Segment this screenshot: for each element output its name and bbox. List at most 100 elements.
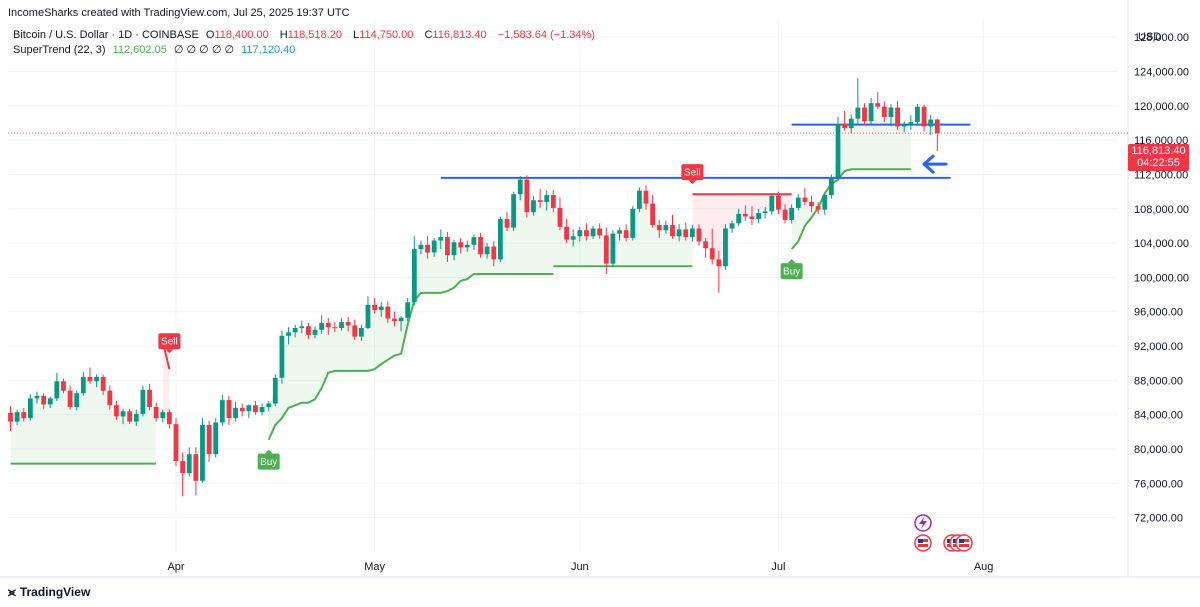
candle-body	[332, 327, 338, 329]
candle	[94, 374, 99, 388]
tradingview-mark-icon: ⪤	[8, 585, 16, 599]
candle-body	[100, 376, 106, 391]
us-flag-icon	[955, 534, 973, 552]
price-tick-label: 92,000.00	[1134, 341, 1183, 353]
candle	[696, 224, 702, 246]
candle-body	[133, 413, 139, 422]
candle	[524, 175, 530, 218]
candle-body	[478, 237, 483, 255]
candle	[87, 367, 93, 384]
candle	[868, 98, 874, 124]
candle-body	[233, 407, 238, 419]
candle-body	[928, 119, 934, 127]
candle	[378, 302, 384, 317]
signal-label: Sell	[684, 168, 701, 179]
symbol-legend[interactable]: Bitcoin / U.S. Dollar · 1D · COINBASE O1…	[13, 29, 599, 41]
candle	[683, 222, 689, 241]
candle	[213, 418, 219, 458]
indicator-title[interactable]: SuperTrend (22, 3)	[13, 44, 106, 56]
candle	[61, 378, 66, 394]
candle-body	[147, 389, 152, 407]
indicator-legend[interactable]: SuperTrend (22, 3) 112,602.05 ∅ ∅ ∅ ∅ ∅ …	[13, 43, 299, 56]
candle	[848, 114, 854, 134]
signal-sell: Sell	[158, 333, 181, 354]
candle-body	[511, 194, 517, 228]
candle	[219, 394, 225, 426]
candle	[385, 301, 391, 323]
time-axis[interactable]: Apr May Jun Jul Aug	[167, 561, 993, 573]
candle	[365, 296, 371, 329]
candle-body	[934, 119, 940, 134]
candle	[703, 237, 708, 258]
candle	[875, 92, 881, 110]
candle-body	[716, 259, 722, 267]
event-markers[interactable]	[914, 514, 973, 552]
candle-body	[723, 228, 728, 267]
candle	[14, 409, 20, 426]
tradingview-logo[interactable]: ⪤ TradingView	[8, 585, 90, 600]
candle-body	[153, 406, 159, 419]
candle	[895, 100, 900, 130]
candle	[822, 193, 828, 215]
candle-body	[8, 412, 13, 422]
candle-body	[27, 398, 33, 419]
candle-body	[570, 236, 576, 240]
candle	[689, 225, 695, 242]
candle	[855, 78, 861, 126]
candle	[206, 420, 212, 462]
candle-body	[709, 248, 715, 260]
candle	[637, 187, 642, 213]
candle-body	[279, 335, 285, 378]
candle-body	[385, 306, 391, 319]
candle	[74, 390, 80, 411]
price-change: −1,583.64 (−1.34%)	[497, 29, 595, 41]
candle	[557, 197, 563, 231]
candle	[716, 250, 722, 293]
candle	[392, 311, 397, 327]
candle-body	[219, 400, 225, 423]
candle-body	[643, 190, 649, 204]
signal-sell: Sell	[681, 164, 704, 185]
candle	[312, 326, 318, 339]
candle	[405, 298, 411, 322]
candle-body	[325, 322, 331, 328]
supertrend-fill-down	[692, 194, 792, 263]
candle-body	[868, 103, 874, 122]
candle-body	[915, 106, 920, 123]
candle	[723, 224, 728, 270]
candle	[776, 191, 781, 214]
candle-body	[908, 122, 914, 125]
price-tick-label: 112,000.00	[1134, 169, 1188, 181]
candle	[828, 174, 834, 199]
candle-body	[140, 389, 146, 414]
candle-body	[921, 106, 927, 127]
candle	[133, 409, 139, 426]
candle-body	[689, 228, 695, 238]
supertrend-fill-up	[791, 104, 911, 250]
price-axis[interactable]: USD 72,000.00 76,000.00 80,000.00 84,000.00 8…	[1134, 31, 1189, 525]
candle	[239, 403, 245, 417]
candle	[352, 319, 358, 341]
candle-body	[862, 107, 867, 122]
candle	[120, 408, 126, 425]
ohlc-open: O118,400.00	[205, 29, 269, 41]
candle-body	[160, 412, 166, 419]
us-flag-icon	[914, 534, 932, 552]
candle-body	[537, 200, 543, 202]
candle	[504, 212, 510, 232]
signal-pointer	[165, 349, 174, 354]
candle	[438, 229, 444, 250]
symbol-title[interactable]: Bitcoin / U.S. Dollar · 1D · COINBASE	[13, 29, 199, 41]
candle-body	[339, 322, 344, 329]
candle	[630, 206, 636, 241]
candle-body	[670, 225, 675, 237]
candle	[584, 223, 589, 241]
candle-body	[253, 405, 258, 413]
candle-body	[67, 390, 73, 407]
candle	[226, 395, 232, 426]
candle	[756, 208, 761, 224]
candle-body	[696, 228, 702, 242]
lightning-bolt	[919, 517, 927, 529]
supertrend-line-up	[790, 168, 911, 250]
